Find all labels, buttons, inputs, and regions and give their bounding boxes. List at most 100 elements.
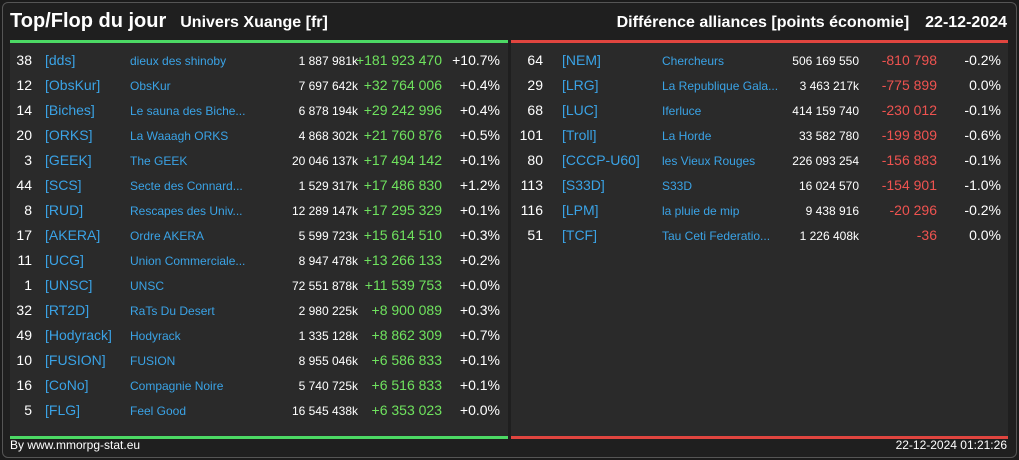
alliance-name-link[interactable]: ObsKur xyxy=(130,79,171,93)
alliance-points: 9 438 916 xyxy=(805,204,859,218)
alliance-name-link[interactable]: S33D xyxy=(662,179,693,193)
alliance-diff: -36 xyxy=(916,227,937,243)
alliance-points: 12 289 147k xyxy=(291,204,358,218)
alliance-name-link[interactable]: Rescapes des Univ... xyxy=(130,204,243,218)
alliance-diff-percent: -0.2% xyxy=(964,202,1001,218)
alliance-diff-percent: +0.1% xyxy=(459,202,500,218)
alliance-points: 33 582 780 xyxy=(798,129,859,143)
header: Top/Flop du jour Univers Xuange [fr] Dif… xyxy=(10,6,1007,36)
alliance-name-link[interactable]: Tau Ceti Federatio... xyxy=(662,229,771,243)
alliance-name-link[interactable]: La Waaagh ORKS xyxy=(130,129,229,143)
alliance-name-link[interactable]: Le sauna des Biche... xyxy=(130,104,246,118)
alliance-name-link[interactable]: La Horde xyxy=(662,129,712,143)
alliance-rank: 16 xyxy=(16,377,32,393)
alliance-points: 16 024 570 xyxy=(798,179,859,193)
alliance-name-link[interactable]: RaTs Du Desert xyxy=(130,304,215,318)
alliance-diff-percent: +0.5% xyxy=(459,127,500,143)
alliance-row: 17 [AKERA] Ordre AKERA 5 599 723k +15 614 51… xyxy=(10,223,508,248)
alliance-points: 1 226 408k xyxy=(799,229,859,243)
alliance-points: 8 955 046k xyxy=(298,354,358,368)
alliance-diff: +8 900 089 xyxy=(371,302,442,318)
alliance-rank: 29 xyxy=(527,77,543,93)
alliance-name-link[interactable]: la pluie de mip xyxy=(662,204,740,218)
alliance-tag-link[interactable]: [LUC] xyxy=(562,102,598,118)
alliance-rank: 5 xyxy=(24,402,32,418)
alliance-tag-link[interactable]: [GEEK] xyxy=(45,152,92,168)
alliance-points: 1 529 317k xyxy=(298,179,358,193)
alliance-diff-percent: +0.0% xyxy=(459,402,500,418)
alliance-row: 3 [GEEK] The GEEK 20 046 137k +17 494 142 +0.… xyxy=(10,148,508,173)
alliance-diff: +8 862 309 xyxy=(371,327,442,343)
alliance-points: 6 878 194k xyxy=(298,104,358,118)
alliance-diff: -199 809 xyxy=(881,127,937,143)
alliance-tag-link[interactable]: [FLG] xyxy=(45,402,81,418)
alliance-diff: +6 353 023 xyxy=(371,402,442,418)
alliance-tag-link[interactable]: [CCCP-U60] xyxy=(562,152,640,168)
alliance-diff: -154 901 xyxy=(881,177,937,193)
alliance-name-link[interactable]: The GEEK xyxy=(130,154,188,168)
alliance-diff-percent: +0.3% xyxy=(459,302,500,318)
alliance-row: 80 [CCCP-U60] les Vieux Rouges 226 093 254 -… xyxy=(511,148,1008,173)
alliance-tag-link[interactable]: [Troll] xyxy=(562,127,597,143)
alliance-rank: 32 xyxy=(16,302,32,318)
alliance-diff: +13 266 133 xyxy=(363,252,442,268)
alliance-name-link[interactable]: Hodyrack xyxy=(130,329,181,343)
alliance-name-link[interactable]: Iferluce xyxy=(662,104,702,118)
alliance-tag-link[interactable]: [UNSC] xyxy=(45,277,93,293)
alliance-rank: 3 xyxy=(24,152,32,168)
alliance-name-link[interactable]: FUSION xyxy=(130,354,176,368)
alliance-tag-link[interactable]: [CoNo] xyxy=(45,377,89,393)
alliance-diff: +17 494 142 xyxy=(363,152,442,168)
alliance-name-link[interactable]: Union Commerciale... xyxy=(130,254,246,268)
alliance-tag-link[interactable]: [LPM] xyxy=(562,202,599,218)
alliance-row: 29 [LRG] La Republique Gala... 3 463 217k -7… xyxy=(511,73,1008,98)
alliance-tag-link[interactable]: [Hodyrack] xyxy=(45,327,112,343)
alliance-tag-link[interactable]: [LRG] xyxy=(562,77,599,93)
alliance-row: 20 [ORKS] La Waaagh ORKS 4 868 302k +21 760 … xyxy=(10,123,508,148)
alliance-tag-link[interactable]: [RT2D] xyxy=(45,302,90,318)
alliance-row: 1 [UNSC] UNSC 72 551 878k +11 539 753 +0.0% xyxy=(10,273,508,298)
alliance-name-link[interactable]: La Republique Gala... xyxy=(662,79,779,93)
alliance-diff: +11 539 753 xyxy=(364,277,442,293)
alliance-points: 1 887 981k xyxy=(298,54,358,68)
alliance-points: 1 335 128k xyxy=(298,329,358,343)
alliance-tag-link[interactable]: [TCF] xyxy=(562,227,597,243)
alliance-row: 11 [UCG] Union Commerciale... 8 947 478k +13… xyxy=(10,248,508,273)
alliance-diff-percent: 0.0% xyxy=(969,77,1001,93)
alliance-row: 68 [LUC] Iferluce 414 159 740 -230 012 -0.1% xyxy=(511,98,1008,123)
alliance-tag-link[interactable]: [ORKS] xyxy=(45,127,93,143)
page-title: Top/Flop du jour xyxy=(10,9,167,32)
alliance-rank: 38 xyxy=(16,52,32,68)
alliance-diff: -810 798 xyxy=(881,52,937,68)
alliance-tag-link[interactable]: [UCG] xyxy=(45,252,84,268)
alliance-name-link[interactable]: Chercheurs xyxy=(662,54,725,68)
alliance-diff: +17 486 830 xyxy=(363,177,442,193)
alliance-tag-link[interactable]: [Biches] xyxy=(45,102,95,118)
alliance-name-link[interactable]: Compagnie Noire xyxy=(130,379,224,393)
alliance-points: 16 545 438k xyxy=(291,404,358,418)
alliance-rank: 64 xyxy=(527,52,543,68)
alliance-tag-link[interactable]: [dds] xyxy=(45,52,76,68)
alliance-name-link[interactable]: Secte des Connard... xyxy=(130,179,243,193)
alliance-rank: 44 xyxy=(16,177,32,193)
alliance-tag-link[interactable]: [AKERA] xyxy=(45,227,101,243)
alliance-name-link[interactable]: UNSC xyxy=(130,279,165,293)
alliance-tag-link[interactable]: [SCS] xyxy=(45,177,82,193)
alliance-tag-link[interactable]: [FUSION] xyxy=(45,352,106,368)
alliance-name-link[interactable]: les Vieux Rouges xyxy=(662,154,756,168)
alliance-row: 14 [Biches] Le sauna des Biche... 6 878 194… xyxy=(10,98,508,123)
alliance-rank: 20 xyxy=(16,127,32,143)
alliance-row: 101 [Troll] La Horde 33 582 780 -199 809 -0.6… xyxy=(511,123,1008,148)
alliance-tag-link[interactable]: [RUD] xyxy=(45,202,84,218)
alliance-points: 8 947 478k xyxy=(298,254,358,268)
alliance-name-link[interactable]: dieux des shinoby xyxy=(130,54,227,68)
alliance-name-link[interactable]: Ordre AKERA xyxy=(130,229,205,243)
alliance-name-link[interactable]: Feel Good xyxy=(130,404,187,418)
alliance-tag-link[interactable]: [ObsKur] xyxy=(45,77,101,93)
site-credit: By www.mmorpg-stat.eu xyxy=(10,438,141,452)
alliance-tag-link[interactable]: [NEM] xyxy=(562,52,601,68)
alliance-diff-percent: -0.1% xyxy=(964,152,1001,168)
alliance-tag-link[interactable]: [S33D] xyxy=(562,177,605,193)
alliance-row: 5 [FLG] Feel Good 16 545 438k +6 353 023 +0.0… xyxy=(10,398,508,423)
alliance-row: 8 [RUD] Rescapes des Univ... 12 289 147k +17… xyxy=(10,198,508,223)
